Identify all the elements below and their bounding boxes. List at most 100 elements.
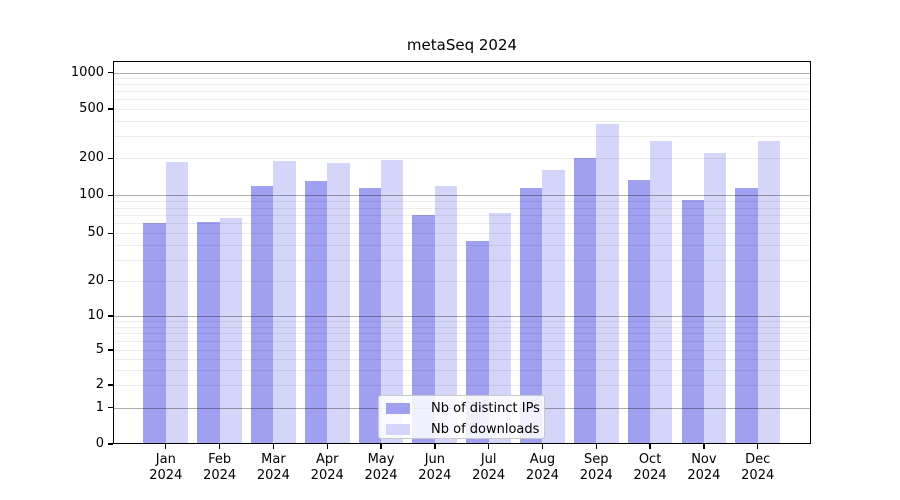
y-tick-label: 1000 — [70, 64, 104, 80]
bar-downloads-sep — [596, 124, 619, 444]
legend-swatch-downloads — [386, 424, 410, 435]
x-tick-label: Sep 2024 — [566, 452, 626, 483]
x-tick-mark — [326, 444, 328, 449]
x-tick-month: Apr — [315, 452, 339, 467]
y-tick-label: 500 — [79, 101, 104, 116]
x-tick-month: May — [367, 452, 395, 467]
legend-swatch-distinct-ips — [386, 403, 410, 414]
bar-downloads-dec — [757, 140, 781, 444]
bar-distinct-ips-jan — [143, 223, 166, 444]
x-tick-label: Nov 2024 — [674, 452, 734, 483]
bar-downloads-jul — [488, 212, 512, 444]
y-tick-mark — [108, 407, 113, 409]
x-tick-year: 2024 — [310, 467, 344, 483]
x-tick-mark — [434, 444, 436, 449]
y-tick-mark — [108, 280, 113, 282]
x-tick-year: 2024 — [741, 467, 775, 483]
y-tick-mark — [108, 349, 113, 351]
x-tick-mark — [541, 444, 544, 449]
bar-downloads-apr — [327, 163, 350, 444]
bar-downloads-may — [381, 159, 404, 444]
chart-title: metaSeq 2024 — [406, 36, 518, 54]
y-tick-mark — [108, 157, 113, 159]
x-tick-label: Oct 2024 — [620, 452, 680, 483]
bar-distinct-ips-oct — [627, 180, 651, 444]
y-tick-mark — [108, 315, 113, 317]
bar-distinct-ips-feb — [197, 221, 220, 444]
x-tick-label: May 2024 — [351, 452, 411, 483]
bar-distinct-ips-jun — [412, 214, 435, 444]
x-tick-month: Jan — [155, 452, 176, 467]
x-tick-mark — [165, 444, 167, 449]
y-tick-mark — [108, 108, 113, 110]
x-tick-mark — [703, 444, 705, 449]
x-tick-mark — [272, 444, 275, 449]
x-tick-month: Oct — [638, 452, 662, 467]
x-tick-mark — [757, 444, 759, 449]
legend-item-distinct-ips: Nb of distinct IPs — [379, 401, 544, 417]
y-tick-mark — [108, 194, 113, 196]
x-tick-year: 2024 — [687, 467, 721, 483]
x-tick-mark — [649, 444, 651, 449]
bar-downloads-nov — [703, 153, 727, 444]
y-tick-mark — [108, 443, 113, 445]
x-tick-mark — [595, 444, 597, 449]
x-tick-label: Aug 2024 — [512, 452, 572, 483]
x-tick-month: Feb — [208, 452, 232, 467]
x-tick-year: 2024 — [364, 467, 398, 483]
x-tick-year: 2024 — [418, 467, 452, 483]
x-tick-year: 2024 — [579, 467, 613, 483]
x-tick-label: Jun 2024 — [405, 452, 465, 483]
y-tick-label: 5 — [95, 342, 104, 357]
y-tick-label: 50 — [87, 225, 104, 241]
y-tick-label: 0 — [95, 436, 104, 451]
y-tick-label: 10 — [87, 308, 104, 323]
y-tick-mark — [108, 384, 113, 386]
x-tick-year: 2024 — [203, 467, 237, 483]
bar-downloads-aug — [542, 169, 565, 444]
bar-distinct-ips-jul — [466, 241, 489, 444]
x-tick-month: Mar — [261, 452, 286, 467]
y-tick-label: 20 — [87, 272, 104, 288]
bar-distinct-ips-may — [358, 187, 382, 444]
bar-downloads-mar — [273, 161, 296, 444]
x-tick-mark — [380, 444, 382, 449]
x-tick-label: Jan 2024 — [136, 452, 196, 483]
bar-downloads-oct — [650, 140, 673, 444]
bar-downloads-jun — [434, 186, 458, 444]
bar-distinct-ips-nov — [681, 200, 704, 444]
x-tick-month: Jun — [424, 452, 445, 467]
x-tick-month: Nov — [691, 452, 717, 467]
x-tick-year: 2024 — [633, 467, 667, 483]
x-tick-year: 2024 — [149, 467, 183, 483]
legend-item-downloads: Nb of downloads — [379, 422, 544, 438]
y-tick-mark — [108, 232, 113, 234]
y-tick-label: 200 — [79, 150, 104, 166]
y-tick-label: 100 — [79, 187, 104, 203]
x-tick-label: Feb 2024 — [190, 452, 250, 483]
x-tick-label: Apr 2024 — [297, 452, 357, 483]
x-tick-year: 2024 — [525, 467, 560, 483]
bar-downloads-feb — [219, 218, 242, 444]
x-tick-year: 2024 — [472, 467, 506, 483]
x-tick-month: Jul — [480, 452, 497, 467]
bar-distinct-ips-aug — [520, 187, 543, 444]
bar-distinct-ips-sep — [573, 157, 597, 444]
x-tick-label: Mar 2024 — [243, 452, 303, 483]
legend-label-downloads: Nb of downloads — [431, 422, 540, 437]
x-tick-label: Jul 2024 — [459, 452, 519, 483]
x-tick-mark — [487, 444, 490, 449]
legend: Nb of distinct IPs Nb of downloads — [378, 395, 545, 439]
x-tick-label: Dec 2024 — [728, 452, 788, 483]
y-tick-label: 2 — [95, 377, 104, 392]
y-tick-mark — [108, 71, 113, 74]
legend-label-distinct-ips: Nb of distinct IPs — [431, 401, 540, 416]
bar-distinct-ips-dec — [735, 187, 758, 444]
x-tick-month: Dec — [745, 452, 771, 467]
x-tick-month: Sep — [584, 452, 609, 467]
x-tick-mark — [218, 444, 221, 449]
bar-distinct-ips-apr — [304, 180, 328, 444]
bar-distinct-ips-mar — [251, 186, 274, 444]
